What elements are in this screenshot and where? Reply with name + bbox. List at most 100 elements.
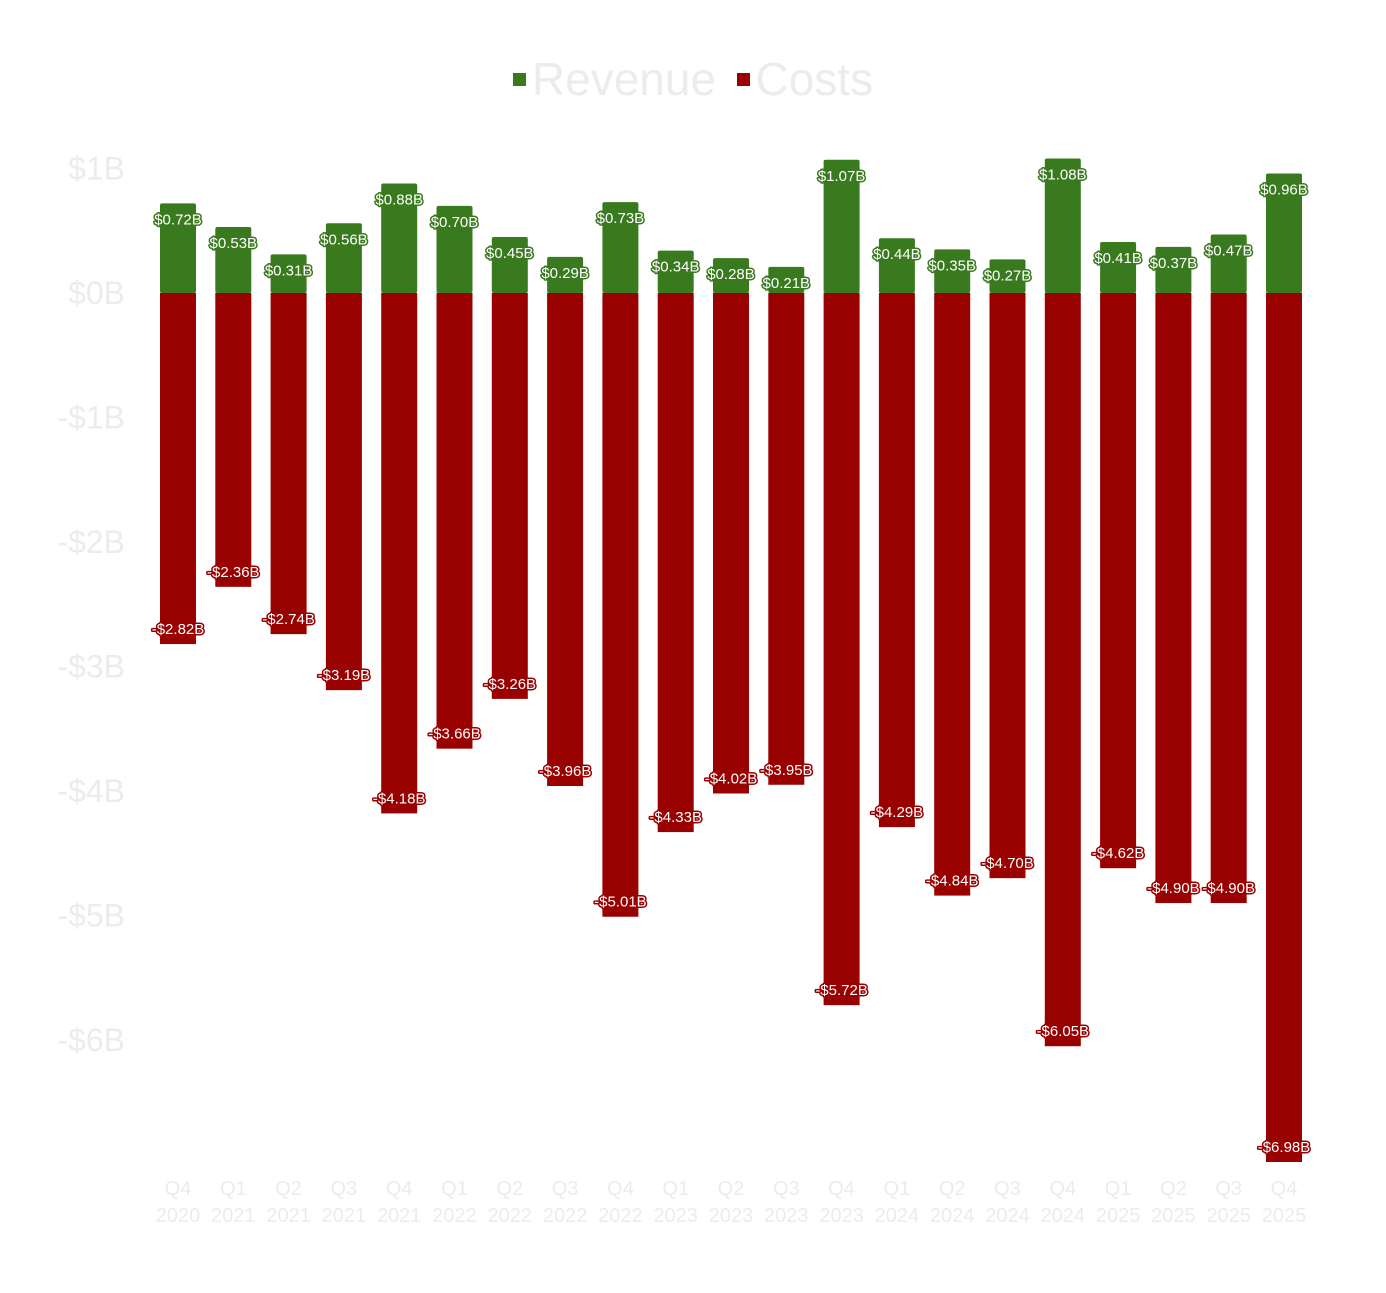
costs-data-label: -$4.90B bbox=[1202, 880, 1255, 897]
x-tick-label: Q1 2025 bbox=[1096, 1178, 1141, 1227]
costs-bar[interactable] bbox=[547, 293, 584, 787]
costs-data-label: -$4.70B bbox=[981, 855, 1034, 872]
x-tick-label: Q4 2025 bbox=[1262, 1178, 1307, 1227]
revenue-bar[interactable] bbox=[547, 256, 584, 293]
revenue-bar[interactable] bbox=[1266, 173, 1302, 293]
revenue-bar[interactable] bbox=[325, 223, 362, 293]
costs-data-label: -$4.18B bbox=[373, 790, 426, 807]
revenue-data-label: $0.41B bbox=[1094, 250, 1142, 267]
costs-bar[interactable] bbox=[657, 293, 694, 833]
costs-bar[interactable] bbox=[1266, 293, 1302, 1163]
x-tick-label: Q1 2021 bbox=[211, 1178, 256, 1227]
revenue-data-label: $0.96B bbox=[1260, 181, 1308, 198]
x-tick-label: Q3 2025 bbox=[1206, 1178, 1251, 1227]
costs-data-label: -$4.29B bbox=[871, 804, 924, 821]
x-tick-label: Q3 2022 bbox=[543, 1178, 588, 1227]
x-tick-label: Q2 2021 bbox=[266, 1178, 311, 1227]
revenue-data-label: $0.27B bbox=[984, 267, 1032, 284]
revenue-bar[interactable] bbox=[1210, 234, 1247, 293]
legend-label-costs: Costs bbox=[755, 53, 874, 105]
costs-bar[interactable] bbox=[436, 293, 473, 749]
y-tick-label: $1B bbox=[68, 151, 125, 187]
x-tick-label: Q4 2023 bbox=[819, 1178, 864, 1227]
revenue-data-label: $0.44B bbox=[873, 246, 921, 263]
costs-data-label: -$5.72B bbox=[815, 982, 868, 999]
costs-bar[interactable] bbox=[713, 293, 749, 794]
legend-item-revenue[interactable]: Revenue bbox=[512, 52, 717, 106]
revenue-bar[interactable] bbox=[657, 250, 694, 293]
revenue-data-label: $1.07B bbox=[818, 168, 866, 185]
legend-swatch-revenue bbox=[512, 72, 526, 86]
x-tick-label: Q2 2023 bbox=[709, 1178, 754, 1227]
costs-data-label: -$3.95B bbox=[760, 762, 813, 779]
costs-bar[interactable] bbox=[989, 293, 1026, 879]
costs-data-label: -$4.62B bbox=[1092, 845, 1145, 862]
costs-bar[interactable] bbox=[215, 293, 252, 587]
revenue-data-label: $0.70B bbox=[431, 214, 479, 231]
revenue-bar[interactable] bbox=[491, 236, 528, 293]
costs-data-label: -$6.98B bbox=[1258, 1139, 1311, 1156]
x-tick-label: Q2 2024 bbox=[930, 1178, 975, 1227]
revenue-data-label: $1.08B bbox=[1039, 167, 1087, 184]
costs-bar[interactable] bbox=[270, 293, 307, 635]
costs-bar[interactable] bbox=[1100, 293, 1137, 869]
x-tick-label: Q1 2023 bbox=[653, 1178, 698, 1227]
revenue-bar[interactable] bbox=[713, 258, 749, 293]
costs-data-label: -$3.96B bbox=[539, 763, 592, 780]
costs-bar[interactable] bbox=[823, 293, 860, 1006]
costs-bar[interactable] bbox=[160, 293, 196, 645]
costs-bar[interactable] bbox=[1155, 293, 1192, 904]
revenue-bar[interactable] bbox=[768, 266, 805, 293]
y-tick-label: -$2B bbox=[57, 524, 125, 560]
revenue-bar[interactable] bbox=[989, 259, 1026, 293]
x-tick-label: Q4 2022 bbox=[598, 1178, 643, 1227]
revenue-bar[interactable] bbox=[1155, 246, 1192, 293]
x-tick-label: Q4 2020 bbox=[156, 1178, 201, 1227]
data-labels: $0.72B -$2.82B $0.53B -$2.36B $0.31B -$2.74B $… bbox=[150, 165, 1312, 1157]
revenue-bar[interactable] bbox=[1044, 158, 1081, 293]
revenue-bar[interactable] bbox=[160, 203, 196, 293]
revenue-bar[interactable] bbox=[602, 202, 639, 293]
costs-bars bbox=[160, 293, 1302, 1163]
costs-bar[interactable] bbox=[325, 293, 362, 691]
costs-data-label: -$2.36B bbox=[207, 564, 260, 581]
y-tick-label: -$3B bbox=[57, 649, 125, 685]
revenue-bar[interactable] bbox=[270, 254, 307, 293]
costs-bar[interactable] bbox=[381, 293, 418, 814]
costs-data-label: -$4.90B bbox=[1147, 880, 1200, 897]
costs-data-label: -$4.84B bbox=[926, 873, 979, 890]
x-tick-label: Q2 2025 bbox=[1151, 1178, 1196, 1227]
x-tick-label: Q4 2021 bbox=[377, 1178, 422, 1227]
costs-bar[interactable] bbox=[1044, 293, 1081, 1047]
legend-label-revenue: Revenue bbox=[531, 53, 717, 105]
revenue-bar[interactable] bbox=[878, 238, 915, 293]
costs-data-label: -$4.33B bbox=[649, 809, 702, 826]
revenue-data-label: $0.88B bbox=[375, 191, 423, 208]
y-tick-label: -$1B bbox=[57, 400, 125, 436]
costs-data-label: -$5.01B bbox=[594, 894, 647, 911]
revenue-data-label: $0.73B bbox=[597, 210, 645, 227]
legend-swatch-costs bbox=[736, 72, 750, 86]
costs-bar[interactable] bbox=[602, 293, 639, 917]
costs-bar[interactable] bbox=[768, 293, 805, 785]
costs-data-label: -$2.82B bbox=[152, 621, 205, 638]
revenue-bar[interactable] bbox=[1100, 241, 1137, 293]
revenue-data-label: $0.47B bbox=[1205, 242, 1253, 259]
costs-bar[interactable] bbox=[1210, 293, 1247, 904]
revenue-data-label: $0.35B bbox=[928, 257, 976, 274]
costs-bar[interactable] bbox=[878, 293, 915, 828]
revenue-bar[interactable] bbox=[215, 227, 252, 293]
revenue-data-label: $0.28B bbox=[707, 266, 755, 283]
revenue-bar[interactable] bbox=[381, 183, 418, 293]
x-tick-label: Q2 2022 bbox=[488, 1178, 533, 1227]
x-tick-label: Q4 2024 bbox=[1041, 1178, 1086, 1227]
costs-data-label: -$4.02B bbox=[705, 770, 758, 787]
revenue-bar[interactable] bbox=[934, 249, 971, 293]
costs-bar[interactable] bbox=[491, 293, 528, 699]
costs-bar[interactable] bbox=[934, 293, 971, 896]
revenue-bar[interactable] bbox=[823, 159, 860, 293]
legend-item-costs[interactable]: Costs bbox=[736, 52, 874, 106]
revenue-bar[interactable] bbox=[436, 205, 473, 293]
